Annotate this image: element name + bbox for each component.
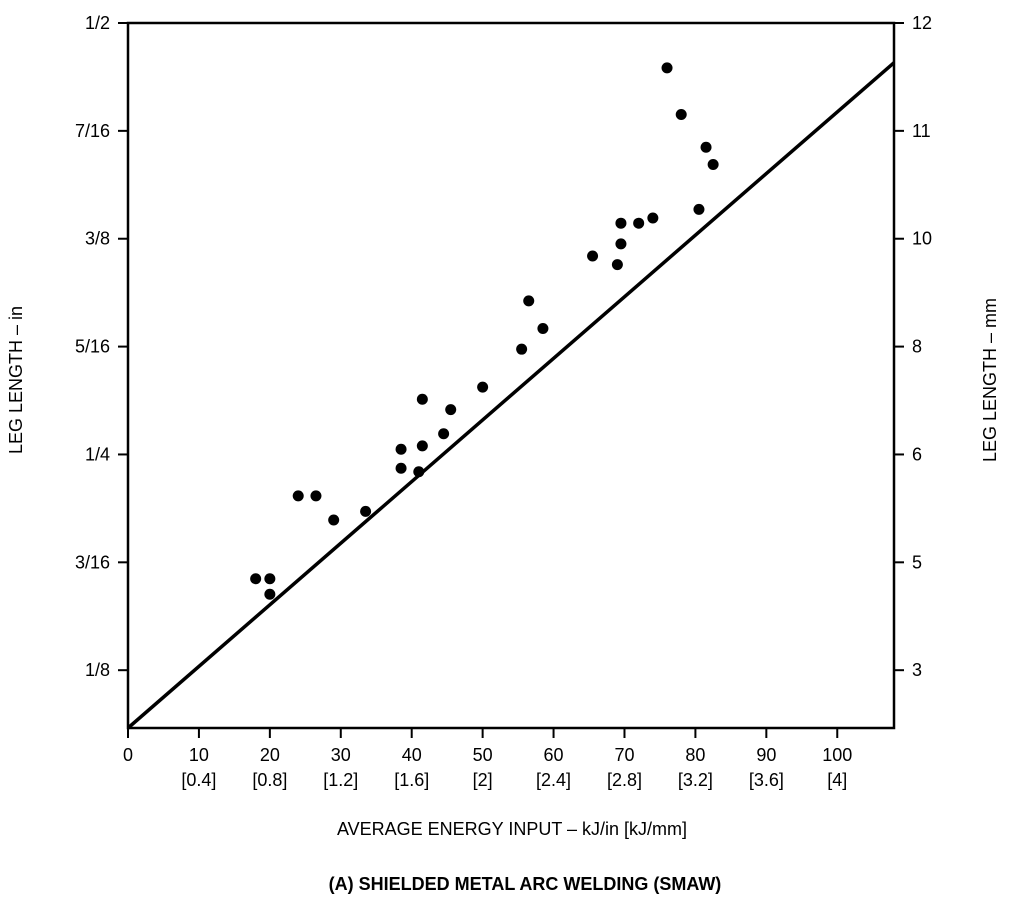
x-tick-label: 30 (331, 745, 351, 765)
x-tick-label: 80 (685, 745, 705, 765)
right-tick-label: 3 (912, 660, 922, 680)
right-tick-label: 12 (912, 13, 932, 33)
x-tick-label: 10 (189, 745, 209, 765)
x-tick-label: 0 (123, 745, 133, 765)
data-point (310, 490, 322, 502)
x-tick-sublabel: [1.2] (323, 770, 358, 790)
data-point (250, 573, 262, 585)
x-tick-sublabel: [4] (827, 770, 847, 790)
x-tick-sublabel: [2.4] (536, 770, 571, 790)
plot-frame (126, 21, 896, 730)
x-axis-ticks: 0 10 [0.4] 20 [0.8] 30 [1.2] 40 [1.6] 50 [2] 60 [2.4… (123, 728, 852, 790)
data-point (647, 212, 659, 224)
data-point (264, 588, 276, 600)
right-tick-label: 5 (912, 552, 922, 572)
right-axis-ticks: 3 5 6 8 10 11 12 (894, 13, 932, 680)
left-tick-label: 1/8 (85, 660, 110, 680)
data-point (615, 238, 627, 250)
data-point (328, 514, 340, 526)
data-point (700, 141, 712, 153)
left-tick-label: 3/16 (75, 552, 110, 572)
data-point (675, 108, 687, 120)
data-point (611, 259, 623, 271)
data-point (264, 573, 276, 585)
y-axis-label-left: LEG LENGTH – in (6, 306, 26, 454)
left-tick-label: 7/16 (75, 121, 110, 141)
data-point (587, 250, 599, 262)
data-point (537, 322, 549, 334)
data-point (438, 428, 450, 440)
data-points (250, 62, 719, 600)
x-tick-sublabel: [2.8] (607, 770, 642, 790)
left-tick-label: 5/16 (75, 337, 110, 357)
trend-line (126, 61, 896, 730)
data-point (615, 217, 627, 229)
x-tick-label: 50 (473, 745, 493, 765)
x-tick-sublabel: [3.2] (678, 770, 713, 790)
data-point (661, 62, 673, 74)
x-tick-label: 20 (260, 745, 280, 765)
data-point (416, 440, 428, 452)
x-tick-sublabel: [0.4] (181, 770, 216, 790)
data-point (693, 203, 705, 215)
data-point (360, 505, 372, 517)
left-tick-label: 3/8 (85, 229, 110, 249)
x-tick-label: 70 (614, 745, 634, 765)
x-tick-sublabel: [2] (473, 770, 493, 790)
right-tick-label: 8 (912, 337, 922, 357)
data-point (416, 393, 428, 405)
data-point (707, 159, 719, 171)
x-axis-label: AVERAGE ENERGY INPUT – kJ/in [kJ/mm] (337, 819, 687, 839)
chart-caption: (A) SHIELDED METAL ARC WELDING (SMAW) (329, 874, 722, 894)
data-point (633, 217, 645, 229)
data-point (292, 490, 304, 502)
data-point (516, 343, 528, 355)
left-tick-label: 1/2 (85, 13, 110, 33)
data-point (523, 295, 535, 307)
data-point (395, 462, 407, 474)
data-point (477, 381, 489, 393)
left-tick-label: 1/4 (85, 444, 110, 464)
x-tick-label: 100 (822, 745, 852, 765)
x-tick-sublabel: [0.8] (252, 770, 287, 790)
x-tick-sublabel: [1.6] (394, 770, 429, 790)
x-tick-sublabel: [3.6] (749, 770, 784, 790)
data-point (413, 466, 425, 478)
right-tick-label: 11 (912, 121, 931, 141)
left-axis-ticks: 1/8 3/16 1/4 5/16 3/8 7/16 1/2 (75, 13, 128, 680)
data-point (395, 443, 407, 455)
x-tick-label: 40 (402, 745, 422, 765)
y-axis-label-right: LEG LENGTH – mm (980, 298, 1000, 462)
x-tick-label: 60 (544, 745, 564, 765)
x-tick-label: 90 (756, 745, 776, 765)
data-point (445, 404, 457, 416)
right-tick-label: 10 (912, 229, 932, 249)
right-tick-label: 6 (912, 444, 922, 464)
